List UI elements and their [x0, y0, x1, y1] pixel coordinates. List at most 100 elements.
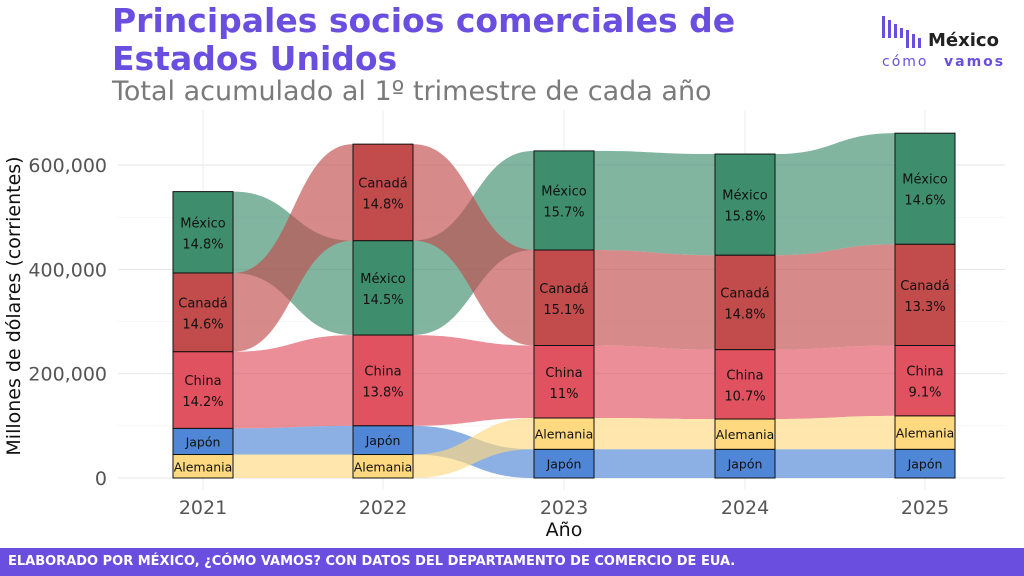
flow-china [775, 345, 895, 420]
bar-label-name: Alemania [174, 459, 233, 474]
bar-label-name: Alemania [354, 459, 413, 474]
bar-china-2022 [352, 334, 414, 427]
bar-label-percent: 13.3% [904, 300, 945, 315]
bar-alemania-2021 [172, 454, 234, 479]
flow-canadá [233, 144, 353, 352]
flow-alemania [594, 418, 715, 450]
bar-label-percent: 14.2% [182, 395, 223, 410]
logo-line2a: cómo [882, 54, 928, 70]
bar-japón-2024 [714, 448, 776, 479]
y-tick-label: 600,000 [28, 155, 107, 177]
bar-label-percent: 14.8% [362, 197, 403, 212]
y-tick-label: 200,000 [28, 364, 107, 386]
bar-canadá-2024 [714, 254, 776, 351]
bar-méxico-2025 [894, 132, 956, 245]
flow-japón [594, 449, 715, 478]
flow-méxico [594, 150, 715, 256]
bar-canadá-2023 [533, 249, 595, 346]
y-tick-label: 0 [95, 468, 107, 490]
bar-méxico-2024 [714, 153, 776, 256]
bar-label-name: Canadá [539, 282, 588, 297]
bar-canadá-2021 [172, 272, 234, 353]
logo-line1: México [928, 30, 999, 51]
bar-label-name: Canadá [358, 176, 407, 191]
bar-china-2023 [533, 344, 595, 419]
bar-méxico-2022 [352, 240, 414, 336]
x-tick-label: 2025 [901, 497, 949, 519]
bar-label-name: Japón [546, 457, 582, 472]
flow-canadá [594, 250, 715, 350]
bar-label-name: Alemania [896, 426, 955, 441]
bar-canadá-2025 [894, 243, 956, 346]
bar-label-percent: 15.7% [543, 205, 584, 220]
flow-canadá [775, 244, 895, 350]
x-tick-label: 2021 [179, 497, 227, 519]
bar-label-name: México [541, 184, 586, 199]
flow-china [413, 335, 534, 426]
bar-label-name: Japón [907, 457, 943, 472]
bar-label-name: Canadá [900, 279, 949, 294]
logo-line2b: vamos [944, 54, 1005, 70]
bar-alemania-2025 [894, 415, 956, 450]
bar-japón-2022 [352, 425, 414, 456]
bar-label-name: Japón [727, 457, 763, 472]
flow-china [233, 335, 353, 429]
bar-label-percent: 14.6% [904, 194, 945, 209]
bar-label-name: México [180, 216, 225, 231]
y-tick-label: 400,000 [28, 259, 107, 281]
x-axis-label: Año [546, 519, 583, 541]
bar-label-percent: 14.8% [724, 307, 765, 322]
mexico-como-vamos-logo: México cómo vamos [882, 16, 1005, 70]
bar-alemania-2024 [714, 418, 776, 450]
bar-méxico-2023 [533, 150, 595, 251]
bar-label-percent: 10.7% [724, 389, 765, 404]
bar-label-name: Alemania [535, 427, 594, 442]
bar-label-name: Alemania [716, 427, 775, 442]
bar-label-name: Japón [185, 434, 221, 449]
bar-label-name: China [906, 365, 943, 380]
bar-label-name: México [722, 189, 767, 204]
bar-label-name: Canadá [178, 296, 227, 311]
flow-alemania [775, 415, 895, 450]
bar-china-2024 [714, 349, 776, 420]
bar-label-percent: 9.1% [908, 386, 941, 401]
flow-méxico [775, 133, 895, 256]
bar-label-name: China [726, 368, 763, 383]
flow-japón [775, 449, 895, 478]
bar-canadá-2022 [352, 143, 414, 242]
bar-china-2025 [894, 344, 956, 417]
flow-canadá [413, 144, 534, 346]
bar-label-percent: 14.6% [182, 317, 223, 332]
bar-label-percent: 15.8% [724, 210, 765, 225]
chart-subtitle: Total acumulado al 1º trimestre de cada … [112, 76, 712, 107]
x-tick-label: 2023 [540, 497, 588, 519]
bar-japón-2025 [894, 448, 956, 479]
flow-japón [233, 425, 353, 455]
bar-label-percent: 11% [550, 387, 579, 402]
y-axis-label: Millones de dólares (corrientes) [3, 156, 25, 455]
bar-label-percent: 15.1% [543, 303, 584, 318]
bar-label-name: China [545, 366, 582, 381]
bar-méxico-2021 [172, 191, 234, 274]
bar-label-percent: 14.5% [362, 293, 403, 308]
x-tick-label: 2022 [359, 497, 407, 519]
bar-label-name: México [902, 173, 947, 188]
bar-label-name: China [364, 364, 401, 379]
bar-label-name: Canadá [720, 286, 769, 301]
bar-label-percent: 13.8% [362, 385, 403, 400]
bar-label-name: Japón [365, 433, 401, 448]
x-tick-label: 2024 [721, 497, 769, 519]
chart-area: México 14.8% México 14.5% México 15.7% México 1… [3, 110, 1005, 541]
source-footer: ELABORADO POR MÉXICO, ¿CÓMO VAMOS? CON D… [0, 548, 1024, 576]
bar-label-percent: 14.8% [182, 237, 223, 252]
chart-title: Principales socios comerciales de Estado… [112, 1, 736, 78]
bar-alemania-2023 [533, 417, 595, 450]
bar-china-2021 [172, 351, 234, 429]
bar-japón-2021 [172, 427, 234, 456]
flow-china [594, 345, 715, 420]
flow-alemania [413, 418, 534, 478]
bar-label-name: China [184, 374, 221, 389]
bar-label-name: México [360, 272, 405, 287]
bar-alemania-2022 [352, 454, 414, 479]
flow-alemania [233, 454, 353, 478]
